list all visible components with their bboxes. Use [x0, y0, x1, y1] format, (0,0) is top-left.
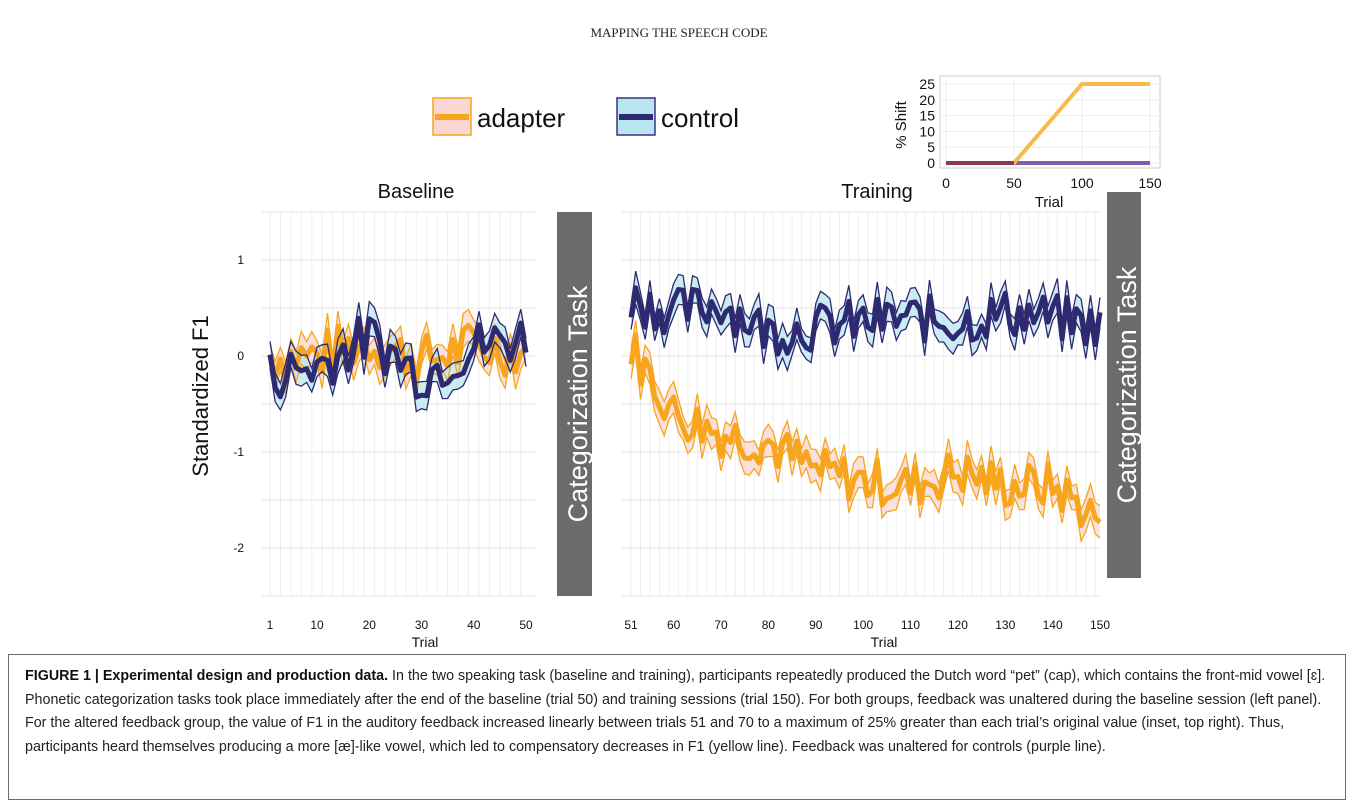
inset-y-tick-label: 15 — [919, 108, 935, 124]
x-tick-label-training: 60 — [667, 618, 681, 632]
inset-y-tick-label: 5 — [927, 139, 935, 155]
band-edge-lower-control — [630, 302, 1101, 373]
band-edge-upper-control — [269, 299, 527, 386]
inset-y-axis-label: % Shift — [893, 100, 910, 148]
legend-item-control: control — [616, 97, 739, 136]
categorization-task-bar-1: Categorization Task — [557, 212, 593, 596]
x-tick-label-baseline: 10 — [310, 618, 324, 632]
x-tick-label-training: 130 — [995, 618, 1015, 632]
figure-caption: FIGURE 1 | Experimental design and produ… — [8, 654, 1346, 800]
inset-x-tick-label: 50 — [1006, 175, 1022, 191]
x-tick-label-baseline: 1 — [267, 618, 274, 632]
x-tick-label-training: 51 — [624, 618, 638, 632]
series-line-adapter-panel-2 — [628, 332, 1102, 529]
legend-label-control: control — [661, 103, 739, 133]
panel-title-baseline: Baseline — [378, 181, 455, 203]
series-line-control-panel-1 — [267, 315, 529, 400]
x-tick-label-training: 70 — [714, 618, 728, 632]
inset-x-axis-label: Trial — [1035, 194, 1064, 211]
band-edge-upper-control — [630, 270, 1101, 340]
main-y-axis-label: Standardized F1 — [188, 315, 213, 476]
x-tick-label-training: 150 — [1090, 618, 1110, 632]
panel-title-training: Training — [841, 181, 913, 203]
y-tick-label: -1 — [233, 445, 244, 459]
series-line-control-panel-2 — [628, 285, 1103, 357]
y-tick-label: -2 — [233, 541, 244, 555]
band-edge-lower-adapter — [630, 349, 1101, 544]
caption-label: FIGURE 1 | Experimental design and produ… — [25, 668, 389, 684]
x-tick-label-baseline: 50 — [519, 618, 533, 632]
inset-x-tick-label: 100 — [1070, 175, 1094, 191]
caption-text: In the two speaking task (baseline and t… — [25, 668, 1326, 755]
inset-y-tick-label: 10 — [919, 123, 935, 139]
inset-y-tick-label: 25 — [919, 76, 935, 92]
band-edge-lower-control — [269, 333, 527, 413]
inset-y-tick-label: 0 — [927, 155, 935, 171]
x-tick-label-training: 80 — [762, 618, 776, 632]
x-tick-label-training: 100 — [853, 618, 873, 632]
x-tick-label-baseline: 20 — [363, 618, 377, 632]
x-tick-label-training: 90 — [809, 618, 823, 632]
main-x-ticks: 1 10 20 30 40 50 51 60 70 80 90 100 110 120 130 140 150 — [267, 618, 1111, 632]
band-edge-upper-adapter — [630, 320, 1101, 513]
legend-item-adapter: adapter — [432, 97, 566, 136]
main-y-ticks: 1 0 -1 -2 — [233, 253, 244, 555]
y-tick-label: 1 — [237, 253, 244, 267]
inset-x-tick-label: 0 — [942, 175, 950, 191]
x-tick-label-baseline: 40 — [467, 618, 481, 632]
inset-y-tick-label: 20 — [919, 92, 935, 108]
x-tick-label-training: 120 — [948, 618, 968, 632]
categorization-task-label-1: Categorization Task — [563, 285, 593, 522]
series-lines — [267, 270, 1103, 544]
x-axis-label-baseline: Trial — [412, 634, 439, 650]
main-plot-grid — [262, 211, 1100, 597]
x-tick-label-training: 110 — [901, 618, 920, 632]
categorization-task-bar-2: Categorization Task — [1107, 192, 1142, 578]
running-header: MAPPING THE SPEECH CODE — [590, 25, 767, 40]
x-tick-label-baseline: 30 — [415, 618, 429, 632]
x-axis-label-training: Trial — [871, 634, 898, 650]
x-tick-label-training: 140 — [1043, 618, 1063, 632]
categorization-task-label-2: Categorization Task — [1112, 266, 1142, 503]
inset-x-tick-label: 150 — [1138, 175, 1162, 191]
legend-label-adapter: adapter — [477, 103, 566, 133]
legend: adapter control — [432, 97, 739, 136]
y-tick-label: 0 — [237, 349, 244, 363]
